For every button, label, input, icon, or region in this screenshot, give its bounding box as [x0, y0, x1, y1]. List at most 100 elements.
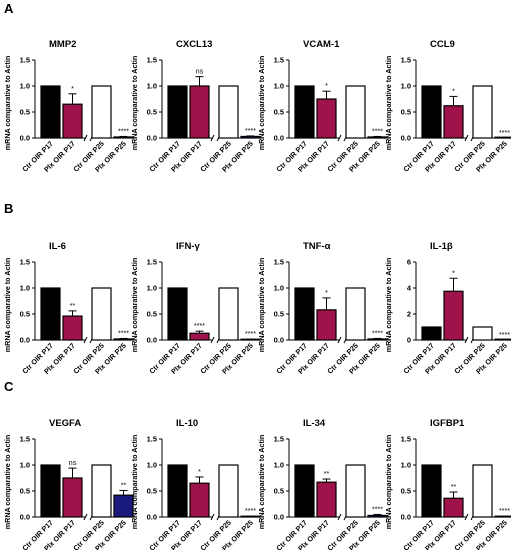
significance-label: **** [499, 508, 510, 515]
y-axis-label: mRNA comparative to Actin [130, 56, 139, 151]
y-tick-label: 0.5 [147, 487, 157, 496]
bar [421, 464, 442, 518]
chart-title: IL-10 [176, 418, 198, 429]
chart-title: IL-1β [430, 241, 453, 252]
chart-ifn-: IFN-γ mRNA comparative to Actin 0.0 0.5 1.0 1… [130, 241, 264, 376]
axis-break-mark [83, 513, 88, 521]
y-axis-label: mRNA comparative to Actin [130, 435, 139, 530]
bar [91, 464, 112, 518]
chart-title: TNF-α [303, 241, 331, 252]
bar [345, 287, 366, 341]
significance-label: * [452, 88, 455, 95]
y-tick-label: 0.5 [20, 310, 30, 319]
chart-tnf-: TNF-α mRNA comparative to Actin 0.0 0.5 1.0 1… [257, 241, 391, 376]
y-tick-label: 0.5 [401, 108, 411, 117]
axis-break-mark [83, 134, 88, 142]
y-tick-label: 1.5 [274, 56, 284, 65]
significance-label: ** [121, 482, 127, 489]
significance-label: * [198, 469, 201, 476]
significance-label: **** [372, 330, 383, 337]
y-tick-label: 1.0 [274, 82, 284, 91]
bar [443, 105, 464, 139]
y-tick-label: 1.0 [274, 461, 284, 470]
chart-mmp2: MMP2 mRNA comparative to Actin 0.0 0.5 1.0 1.… [3, 39, 137, 174]
axis-break-mark [464, 336, 469, 344]
chart-title: IFN-γ [176, 241, 200, 252]
chart-vcam-1: VCAM-1 mRNA comparative to Actin 0.0 0.5 1.0… [257, 39, 391, 174]
axis-break-mark [210, 336, 215, 344]
significance-label: **** [245, 331, 256, 338]
y-tick-label: 0.0 [147, 336, 157, 345]
bar [294, 85, 315, 139]
y-axis-label: mRNA comparative to Actin [257, 258, 266, 353]
y-tick-label: 1.0 [20, 284, 30, 293]
y-axis-label: mRNA comparative to Actin [257, 56, 266, 151]
y-axis-label: mRNA comparative to Actin [384, 435, 393, 530]
y-tick-label: 0.0 [147, 513, 157, 522]
bar [62, 103, 83, 139]
y-tick-label: 1.0 [274, 284, 284, 293]
y-tick-label: 1.0 [20, 461, 30, 470]
bar [316, 98, 337, 139]
axis-break-mark [464, 513, 469, 521]
y-tick-label: 0.5 [401, 487, 411, 496]
bar [472, 326, 493, 341]
bar [40, 287, 61, 341]
y-tick-label: 1.5 [274, 258, 284, 267]
y-tick-label: 6 [407, 258, 411, 267]
bar [421, 326, 442, 341]
y-axis-label: mRNA comparative to Actin [3, 435, 12, 530]
chart-title: CXCL13 [176, 39, 212, 50]
y-tick-label: 1.5 [147, 56, 157, 65]
chart-il-10: IL-10 mRNA comparative to Actin 0.0 0.5 1.0 1… [130, 418, 264, 550]
bar [62, 477, 83, 518]
bar [316, 481, 337, 518]
y-tick-label: 0.5 [147, 108, 157, 117]
y-tick-label: 4 [407, 284, 412, 293]
bar [345, 85, 366, 139]
axis-break-mark [337, 336, 342, 344]
chart-vegfa: VEGFA mRNA comparative to Actin 0.0 0.5 1.0 1… [3, 418, 137, 550]
chart-title: VEGFA [49, 418, 81, 429]
y-tick-label: 0.5 [274, 310, 284, 319]
y-tick-label: 0.5 [20, 487, 30, 496]
y-tick-label: 0.0 [401, 134, 411, 143]
significance-label: ** [324, 471, 330, 478]
y-tick-label: 0.0 [274, 134, 284, 143]
bar [443, 290, 464, 341]
bar [421, 85, 442, 139]
significance-label: * [71, 86, 74, 93]
y-tick-label: 1.5 [401, 435, 411, 444]
significance-label: **** [118, 330, 129, 337]
chart-title: IGFBP1 [430, 418, 465, 429]
panel-letter-b: B [4, 201, 13, 216]
chart-title: MMP2 [49, 39, 76, 50]
bar [472, 464, 493, 518]
y-tick-label: 0.0 [20, 513, 30, 522]
significance-label: **** [499, 130, 510, 137]
significance-label: * [452, 270, 455, 277]
significance-label: **** [194, 323, 205, 330]
bar [167, 464, 188, 518]
y-tick-label: 0.0 [20, 336, 30, 345]
y-axis-label: mRNA comparative to Actin [130, 258, 139, 353]
bar [218, 287, 239, 341]
y-tick-label: 0 [407, 336, 411, 345]
significance-label: **** [245, 508, 256, 515]
significance-label: **** [245, 128, 256, 135]
y-tick-label: 0.5 [147, 310, 157, 319]
significance-label: **** [372, 506, 383, 513]
y-tick-label: 1.5 [401, 56, 411, 65]
bar [494, 136, 511, 139]
bar [167, 287, 188, 341]
axis-break-mark [210, 134, 215, 142]
y-tick-label: 0.5 [274, 108, 284, 117]
chart-igfbp1: IGFBP1 mRNA comparative to Actin 0.0 0.5 1.0… [384, 418, 511, 550]
y-tick-label: 1.0 [147, 461, 157, 470]
significance-label: ns [196, 69, 204, 76]
significance-label: ** [451, 484, 457, 491]
bar [494, 338, 511, 341]
bar [316, 309, 337, 341]
